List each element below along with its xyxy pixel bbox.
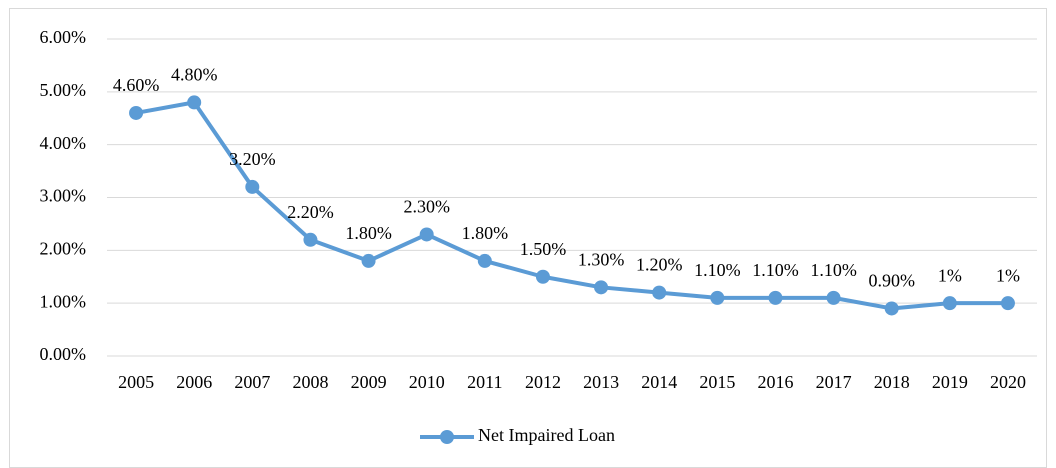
point bbox=[710, 290, 725, 305]
data-label: 1% bbox=[996, 265, 1020, 285]
x-tick-label: 2014 bbox=[641, 372, 677, 392]
data-label: 3.20% bbox=[229, 149, 276, 169]
y-tick-label: 5.00% bbox=[40, 80, 87, 100]
x-tick-label: 2017 bbox=[816, 372, 852, 392]
y-tick-label: 1.00% bbox=[40, 291, 87, 311]
data-label: 1.80% bbox=[462, 223, 509, 243]
data-label: 0.90% bbox=[868, 271, 915, 291]
data-label: 1.10% bbox=[810, 260, 857, 280]
point bbox=[826, 290, 841, 305]
y-tick-label: 4.00% bbox=[40, 133, 87, 153]
y-tick-label: 2.00% bbox=[40, 238, 87, 258]
series-line bbox=[135, 100, 1008, 311]
point bbox=[361, 253, 376, 268]
x-tick-label: 2008 bbox=[292, 372, 328, 392]
x-tick-label: 2007 bbox=[234, 372, 270, 392]
point bbox=[594, 280, 609, 295]
x-tick-label: 2006 bbox=[176, 372, 212, 392]
chart-border bbox=[9, 8, 1047, 468]
point bbox=[535, 269, 550, 284]
x-tick-label: 2012 bbox=[525, 372, 561, 392]
x-tick-label: 2015 bbox=[699, 372, 735, 392]
data-label: 2.30% bbox=[403, 197, 450, 217]
y-tick-label: 3.00% bbox=[40, 186, 87, 206]
y-tick-label: 0.00% bbox=[40, 344, 87, 364]
data-label: 1% bbox=[938, 265, 962, 285]
legend-marker bbox=[440, 430, 454, 444]
x-tick-label: 2011 bbox=[467, 372, 502, 392]
point bbox=[1000, 296, 1015, 311]
x-tick-label: 2013 bbox=[583, 372, 619, 392]
data-label: 1.20% bbox=[636, 255, 683, 275]
point bbox=[303, 232, 318, 247]
point bbox=[884, 301, 899, 316]
data-label: 1.10% bbox=[694, 260, 741, 280]
x-tick-label: 2020 bbox=[990, 372, 1026, 392]
data-label: 1.30% bbox=[578, 249, 625, 269]
x-tick-label: 2019 bbox=[932, 372, 968, 392]
data-label: 4.80% bbox=[171, 65, 218, 85]
y-tick-label: 6.00% bbox=[40, 27, 87, 47]
point bbox=[652, 285, 667, 300]
x-tick-label: 2016 bbox=[757, 372, 793, 392]
data-label: 4.60% bbox=[113, 75, 160, 95]
legend-label: Net Impaired Loan bbox=[478, 425, 615, 445]
x-tick-label: 2010 bbox=[409, 372, 445, 392]
data-label: 1.50% bbox=[520, 239, 567, 259]
x-tick-label: 2009 bbox=[351, 372, 387, 392]
x-tick-label: 2005 bbox=[118, 372, 154, 392]
point bbox=[245, 179, 260, 194]
point bbox=[942, 296, 957, 311]
point bbox=[187, 95, 202, 110]
data-label: 1.10% bbox=[752, 260, 799, 280]
data-label: 1.80% bbox=[345, 223, 392, 243]
point bbox=[129, 105, 144, 120]
point bbox=[419, 227, 434, 242]
x-tick-label: 2018 bbox=[874, 372, 910, 392]
point bbox=[477, 253, 492, 268]
data-label: 2.20% bbox=[287, 202, 334, 222]
point bbox=[768, 290, 783, 305]
